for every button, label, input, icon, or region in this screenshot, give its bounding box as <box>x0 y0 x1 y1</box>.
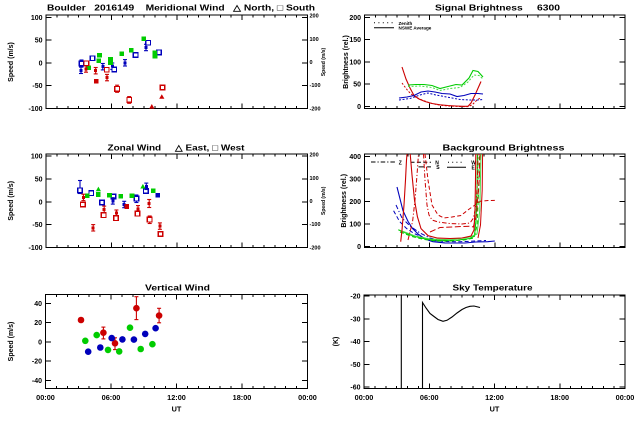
svg-text:0: 0 <box>357 244 361 251</box>
svg-text:Background Brightness: Background Brightness <box>443 143 565 153</box>
svg-text:N: N <box>435 160 439 166</box>
svg-text:100: 100 <box>31 154 43 161</box>
svg-text:0: 0 <box>310 60 313 66</box>
svg-text:S: S <box>436 165 440 171</box>
svg-text:-60: -60 <box>350 385 360 392</box>
svg-text:06:00: 06:00 <box>420 393 439 402</box>
svg-text:-20: -20 <box>32 359 42 366</box>
svg-text:00:00: 00:00 <box>355 393 374 402</box>
svg-text:Vertical Wind: Vertical Wind <box>145 283 210 293</box>
svg-text:0: 0 <box>357 104 361 111</box>
svg-text:-50: -50 <box>350 362 360 369</box>
svg-text:200: 200 <box>310 153 319 159</box>
svg-text:100: 100 <box>349 59 361 66</box>
svg-text:-100: -100 <box>28 245 42 252</box>
svg-text:300: 300 <box>349 176 361 183</box>
svg-text:UT: UT <box>172 405 182 414</box>
svg-text:Boulder 2016149 Meridiona: Boulder 2016149 Meridional Wind △ North,… <box>47 3 315 13</box>
svg-text:Speed (m/s): Speed (m/s) <box>321 186 327 215</box>
svg-text:-100: -100 <box>310 222 321 228</box>
svg-text:Speed (m/s): Speed (m/s) <box>8 181 15 221</box>
svg-text:NSWE Average: NSWE Average <box>399 26 432 31</box>
svg-text:12:00: 12:00 <box>167 393 186 402</box>
svg-text:Speed (m/s): Speed (m/s) <box>8 42 15 82</box>
svg-text:200: 200 <box>310 14 319 20</box>
svg-text:Zonal Wind △ East, □ West: Zonal Wind △ East, □ West <box>108 143 245 153</box>
svg-text:-200: -200 <box>310 245 321 251</box>
svg-text:50: 50 <box>35 177 43 184</box>
svg-text:150: 150 <box>349 37 361 44</box>
svg-text:400: 400 <box>349 154 361 161</box>
svg-text:50: 50 <box>35 38 43 45</box>
svg-text:-50: -50 <box>32 222 42 229</box>
svg-text:Brightness (rel.): Brightness (rel.) <box>343 35 350 89</box>
svg-text:200: 200 <box>349 15 361 22</box>
svg-text:Speed (m/s): Speed (m/s) <box>321 47 327 76</box>
svg-text:Signal Brightness 6300: Signal Brightness 6300 <box>435 3 560 13</box>
svg-text:0: 0 <box>310 199 313 205</box>
svg-text:18:00: 18:00 <box>233 393 252 402</box>
svg-text:100: 100 <box>310 176 319 182</box>
svg-text:Speed (m/s): Speed (m/s) <box>8 322 15 362</box>
svg-text:W: W <box>471 160 476 166</box>
svg-text:0: 0 <box>39 199 43 206</box>
svg-text:200: 200 <box>349 199 361 206</box>
svg-text:-200: -200 <box>310 106 321 112</box>
svg-text:00:00: 00:00 <box>616 393 635 402</box>
svg-text:20: 20 <box>34 320 42 327</box>
svg-text:18:00: 18:00 <box>550 393 569 402</box>
svg-text:-100: -100 <box>310 83 321 89</box>
svg-text:Z: Z <box>399 160 402 166</box>
svg-text:100: 100 <box>310 37 319 43</box>
svg-text:Sky Temperature: Sky Temperature <box>453 283 533 293</box>
svg-text:-100: -100 <box>28 106 42 113</box>
svg-text:0: 0 <box>39 60 43 67</box>
svg-text:100: 100 <box>31 15 43 22</box>
svg-text:100: 100 <box>349 221 361 228</box>
svg-text:00:00: 00:00 <box>298 393 317 402</box>
svg-text:Zenith: Zenith <box>399 21 413 26</box>
svg-text:06:00: 06:00 <box>102 393 121 402</box>
svg-text:-40: -40 <box>32 378 42 385</box>
svg-text:-30: -30 <box>350 316 360 323</box>
svg-text:-20: -20 <box>350 294 360 301</box>
svg-text:00:00: 00:00 <box>36 393 55 402</box>
svg-text:-50: -50 <box>32 83 42 90</box>
svg-text:UT: UT <box>490 405 500 414</box>
svg-text:E: E <box>472 166 476 172</box>
svg-text:Brightness (rel.): Brightness (rel.) <box>341 174 348 228</box>
svg-text:12:00: 12:00 <box>485 393 504 402</box>
svg-text:(K): (K) <box>333 337 340 347</box>
svg-text:0: 0 <box>38 339 42 346</box>
svg-text:-40: -40 <box>350 339 360 346</box>
svg-text:50: 50 <box>353 82 361 89</box>
svg-text:40: 40 <box>34 301 42 308</box>
